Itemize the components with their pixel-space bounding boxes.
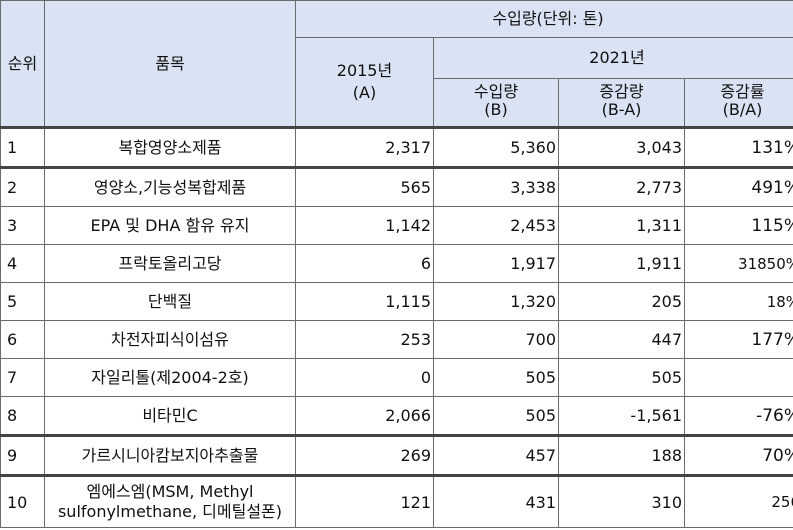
value-2021-cell: 457 <box>433 435 559 477</box>
rank-cell: 5 <box>0 282 45 321</box>
value-2021-cell: 1,320 <box>433 282 559 321</box>
rank-cell: 7 <box>0 358 45 397</box>
value-2015-cell: 2,317 <box>295 127 434 169</box>
table-row: 7 자일리톨(제2004-2호) 0 505 505 - <box>0 358 793 397</box>
diff-cell: 205 <box>558 282 685 321</box>
value-2021-cell: 505 <box>433 396 559 437</box>
rank-cell: 2 <box>0 167 45 207</box>
rate-cell: 70% <box>683 435 793 477</box>
item-cell: 가르시니아캄보지아추출물 <box>44 435 296 477</box>
item-line-1: 엠에스엠(MSM, Methyl <box>86 482 254 501</box>
value-2015-cell: 121 <box>295 475 434 528</box>
rate-cell: 131% <box>683 127 793 169</box>
header-2021: 2021년 <box>432 37 793 79</box>
value-2015-cell: 1,142 <box>295 206 434 245</box>
rate-cell: 256 <box>683 475 793 528</box>
item-cell: 프락토올리고당 <box>44 244 296 283</box>
value-2021-cell: 2,453 <box>433 206 559 245</box>
diff-cell: 2,773 <box>558 167 685 207</box>
value-2021-cell: 505 <box>433 358 559 397</box>
rate-cell: 115% <box>683 206 793 245</box>
header-b: 수입량 (B) <box>433 78 559 129</box>
diff-cell: 188 <box>558 435 685 477</box>
rate-cell: - <box>683 358 793 397</box>
value-2021-cell: 5,360 <box>433 127 559 169</box>
header-diff-label: 증감량 <box>599 82 644 101</box>
value-2015-cell: 6 <box>295 244 434 283</box>
table-row: 1 복합영양소제품 2,317 5,360 3,043 131% <box>0 127 793 169</box>
diff-cell: 1,311 <box>558 206 685 245</box>
item-cell: 단백질 <box>44 282 296 321</box>
header-b-code: (B) <box>484 100 508 119</box>
value-2021-cell: 700 <box>433 320 559 359</box>
item-cell: 복합영양소제품 <box>44 127 296 169</box>
table-row: 6 차전자피식이섬유 253 700 447 177% <box>0 320 793 359</box>
rate-cell: 18% <box>683 282 793 321</box>
rank-cell: 4 <box>0 244 45 283</box>
item-cell: 영양소,기능성복합제품 <box>44 167 296 207</box>
header-2015: 2015년 (A) <box>295 37 434 129</box>
header-diff: 증감량 (B-A) <box>558 78 685 129</box>
rate-cell: 177% <box>683 320 793 359</box>
diff-cell: 447 <box>558 320 685 359</box>
table-row: 4 프락토올리고당 6 1,917 1,911 31850% <box>0 244 793 283</box>
item-cell: EPA 및 DHA 함유 유지 <box>44 206 296 245</box>
value-2015-cell: 253 <box>295 320 434 359</box>
value-2021-cell: 3,338 <box>433 167 559 207</box>
rank-cell: 6 <box>0 320 45 359</box>
rank-cell: 10 <box>0 475 45 528</box>
diff-cell: -1,561 <box>558 396 685 437</box>
value-2015-cell: 0 <box>295 358 434 397</box>
item-line-2: sulfonylmethane, 디메틸설폰) <box>57 502 283 521</box>
value-2021-cell: 431 <box>433 475 559 528</box>
item-cell: 엠에스엠(MSM, Methyl sulfonylmethane, 디메틸설폰) <box>44 475 296 528</box>
value-2015-cell: 2,066 <box>295 396 434 437</box>
table-row: 8 비타민C 2,066 505 -1,561 -76% <box>0 396 793 437</box>
value-2015-cell: 269 <box>295 435 434 477</box>
table-row: 5 단백질 1,115 1,320 205 18% <box>0 282 793 321</box>
header-import-volume: 수입량(단위: 톤) <box>294 0 793 38</box>
item-cell: 차전자피식이섬유 <box>44 320 296 359</box>
header-rate-code: (B/A) <box>722 100 763 119</box>
value-2015-cell: 1,115 <box>295 282 434 321</box>
diff-cell: 505 <box>558 358 685 397</box>
rate-cell: -76% <box>683 396 793 437</box>
value-2021-cell: 1,917 <box>433 244 559 283</box>
item-cell: 비타민C <box>44 396 296 437</box>
header-rank: 순위 <box>0 0 45 129</box>
rank-cell: 9 <box>0 435 45 477</box>
item-cell: 자일리톨(제2004-2호) <box>44 358 296 397</box>
diff-cell: 3,043 <box>558 127 685 169</box>
header-diff-code: (B-A) <box>601 100 642 119</box>
diff-cell: 310 <box>558 475 685 528</box>
rate-cell: 491% <box>683 167 793 207</box>
header-item: 품목 <box>44 0 296 129</box>
header-2015-code: (A) <box>352 83 377 102</box>
rank-cell: 8 <box>0 396 45 437</box>
rank-cell: 3 <box>0 206 45 245</box>
table-row: 9 가르시니아캄보지아추출물 269 457 188 70% <box>0 435 793 477</box>
table-row: 2 영양소,기능성복합제품 565 3,338 2,773 491% <box>0 167 793 207</box>
header-rate-label: 증감률 <box>720 82 765 101</box>
header-rate: 증감률 (B/A) <box>683 78 793 129</box>
header-b-label: 수입량 <box>473 82 519 101</box>
diff-cell: 1,911 <box>558 244 685 283</box>
value-2015-cell: 565 <box>295 167 434 207</box>
rank-cell: 1 <box>0 127 45 169</box>
header-2015-year: 2015년 <box>336 61 393 80</box>
table-row: 10 엠에스엠(MSM, Methyl sulfonylmethane, 디메틸… <box>0 475 793 528</box>
table-row: 3 EPA 및 DHA 함유 유지 1,142 2,453 1,311 115% <box>0 206 793 245</box>
rate-cell: 31850% <box>683 244 793 283</box>
